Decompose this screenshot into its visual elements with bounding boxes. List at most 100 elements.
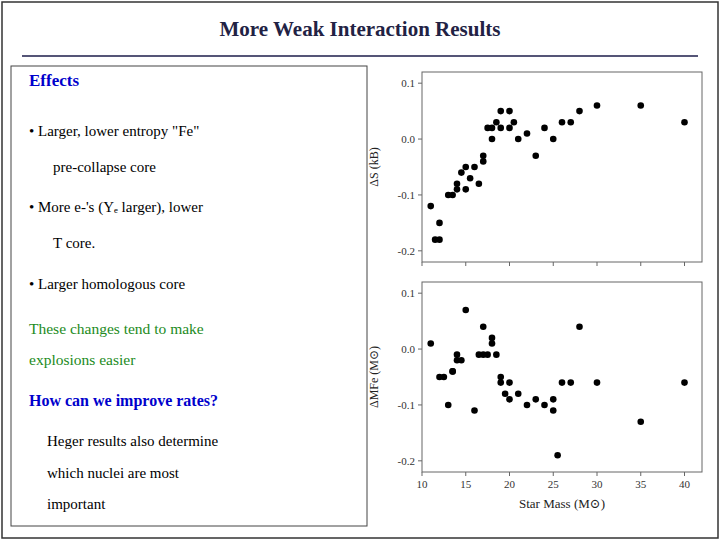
x-tick	[509, 262, 510, 266]
point	[550, 407, 557, 414]
y-tick-label: -0.1	[398, 189, 415, 201]
annotation: Heger results also determine	[47, 433, 219, 449]
point	[515, 136, 522, 143]
point	[458, 357, 465, 364]
x-tick	[465, 262, 466, 266]
y-tick	[418, 250, 422, 251]
point	[454, 351, 461, 358]
point	[502, 390, 509, 397]
point	[554, 452, 561, 459]
x-tick-label: 25	[548, 478, 560, 490]
plot-frame	[422, 282, 702, 472]
y-tick-label: -0.2	[398, 245, 415, 257]
x-tick	[597, 262, 598, 266]
y-tick	[418, 83, 422, 84]
point	[506, 125, 513, 132]
point	[489, 125, 496, 132]
x-tick	[465, 472, 466, 476]
point	[471, 164, 478, 171]
point	[480, 158, 487, 165]
annotation: T core.	[53, 235, 95, 251]
x-tick	[640, 262, 641, 266]
point	[458, 169, 465, 176]
point	[445, 402, 452, 409]
point	[449, 192, 456, 199]
point	[480, 323, 487, 330]
y-tick	[418, 293, 422, 294]
plot-frame	[422, 72, 702, 262]
point	[497, 379, 504, 386]
point	[576, 323, 583, 330]
point	[436, 220, 443, 227]
x-tick	[597, 472, 598, 476]
point	[476, 180, 483, 187]
point	[594, 379, 601, 386]
title: More Weak Interaction Results	[220, 17, 501, 41]
y-tick	[418, 139, 422, 140]
point	[493, 351, 500, 358]
point	[532, 396, 539, 403]
x-axis-label: Star Mass (M⊙)	[519, 496, 605, 511]
x-tick	[509, 472, 510, 476]
x-tick	[553, 472, 554, 476]
points	[427, 102, 687, 243]
point	[637, 102, 644, 109]
point	[506, 108, 513, 115]
point	[515, 390, 522, 397]
point	[681, 379, 688, 386]
x-tick-label: 20	[504, 478, 516, 490]
point	[493, 119, 500, 126]
x-tick-label: 30	[592, 478, 604, 490]
annotation: These changes tend to make	[29, 320, 204, 337]
point	[567, 379, 574, 386]
annotation: Effects	[29, 71, 79, 90]
point	[449, 368, 456, 375]
y-tick	[418, 460, 422, 461]
y-tick	[418, 349, 422, 350]
point	[524, 402, 531, 409]
y-axis-label: ΔS (kB)	[367, 147, 381, 186]
scatter-plot: -0.2 -0.1 0.0 0.1 ΔS (kB)	[367, 72, 702, 266]
y-axis-label: ΔMFe (M⊙)	[367, 346, 381, 408]
y-tick	[418, 404, 422, 405]
point	[427, 203, 434, 210]
annotation: • Larger homologous core	[29, 276, 186, 292]
x-tick	[553, 262, 554, 266]
divider	[22, 55, 698, 57]
point	[489, 340, 496, 347]
point	[471, 407, 478, 414]
point	[454, 180, 461, 187]
slide: More Weak Interaction Results Effects • La…	[0, 0, 720, 540]
x-tick	[640, 472, 641, 476]
x-tick-label: 40	[679, 478, 691, 490]
point	[559, 119, 566, 126]
x-tick	[422, 262, 423, 266]
annotation: important	[47, 496, 106, 512]
y-tick	[418, 194, 422, 195]
annotation: How can we improve rates?	[29, 392, 218, 410]
point	[594, 102, 601, 109]
point	[541, 125, 548, 132]
point	[467, 175, 474, 182]
point	[497, 108, 504, 115]
y-tick-label: 0.1	[401, 287, 415, 299]
y-tick-label: -0.1	[398, 399, 415, 411]
annotation: which nuclei are most	[47, 465, 180, 481]
scatter-plot: -0.2-0.10.00.110152025303540ΔMFe (M⊙)Sta…	[367, 282, 702, 511]
point	[462, 164, 469, 171]
y-tick-label: 0.0	[401, 343, 415, 355]
point	[462, 186, 469, 193]
x-tick	[684, 262, 685, 266]
annotation: • More e-'s (Yₑ larger), lower	[29, 199, 203, 216]
point	[559, 379, 566, 386]
point	[489, 136, 496, 143]
point	[484, 351, 491, 358]
x-tick	[422, 472, 423, 476]
point	[576, 108, 583, 115]
point	[506, 379, 513, 386]
y-tick-label: 0.0	[401, 133, 415, 145]
y-tick-label: -0.2	[398, 455, 415, 467]
text-panel	[11, 66, 367, 526]
y-tick-label: 0.1	[401, 77, 415, 89]
point	[449, 368, 456, 375]
